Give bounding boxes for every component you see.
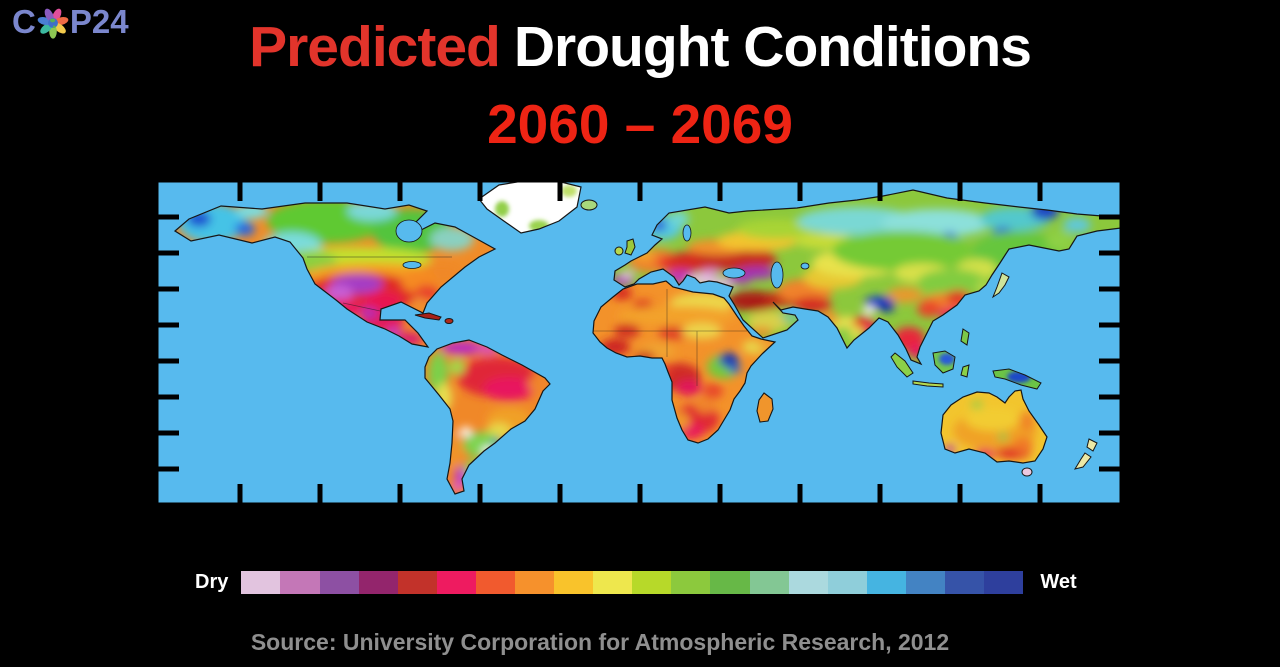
great-lakes: [402, 261, 422, 269]
legend-dry-label: Dry: [195, 570, 229, 593]
source-credit: Source: University Corporation for Atmos…: [250, 629, 950, 655]
drought-map: [157, 181, 1121, 504]
colorbar-segment: [554, 570, 594, 594]
baltic-sea: [682, 224, 692, 242]
new-zealand-south: [1073, 452, 1092, 470]
sumatra: [890, 352, 914, 378]
japan: [991, 272, 1010, 299]
title-highlight: Predicted: [249, 15, 501, 79]
colorbar-segment: [710, 570, 750, 594]
iceland: [580, 199, 598, 211]
hispaniola: [444, 318, 454, 324]
united-kingdom: [624, 238, 636, 256]
black-sea: [722, 267, 746, 279]
colorbar: [241, 570, 1024, 594]
cuba: [414, 312, 442, 321]
colorbar-segment: [866, 570, 906, 594]
colorbar-segment: [358, 570, 398, 594]
legend-wet-label: Wet: [1040, 570, 1077, 593]
colorbar-segment: [515, 570, 555, 594]
colorbar-segment: [905, 570, 946, 594]
colorbar-segment: [397, 570, 437, 594]
subtitle-years: 2060 – 2069: [487, 93, 793, 155]
tasmania: [1021, 467, 1033, 477]
hudson-bay: [395, 219, 423, 243]
borneo: [933, 351, 955, 373]
logo-letter-c: C: [12, 3, 36, 40]
colorbar-segment: [984, 570, 1024, 594]
logo-letters-p24: P24: [69, 3, 129, 40]
new-zealand-north: [1086, 438, 1098, 452]
world-drought-map-svg: [157, 181, 1121, 504]
inland-water: [395, 219, 810, 289]
colorbar-segment: [593, 570, 633, 594]
logo-globe-land: [49, 18, 56, 29]
colorbar-segment: [671, 570, 711, 594]
philippines: [960, 328, 970, 346]
colorbar-segment: [632, 570, 672, 594]
sulawesi: [960, 364, 970, 378]
colorbar-segment: [827, 570, 867, 594]
colorbar-segment: [241, 570, 281, 594]
aral-sea: [800, 262, 810, 270]
colorbar-segment: [436, 570, 476, 594]
colorbar-segment: [749, 570, 789, 594]
colorbar-segment: [788, 570, 828, 594]
colorbar-segment: [280, 570, 320, 594]
greenland-no-data: [479, 181, 581, 233]
colorbar-segment: [319, 570, 359, 594]
ireland: [614, 246, 624, 256]
islands: [414, 199, 1098, 477]
colorbar-segment: [475, 570, 516, 594]
map-ticks: [157, 181, 1121, 504]
caspian-sea: [770, 261, 784, 289]
colorbar-legend: Dry Wet: [195, 565, 1077, 599]
cop24-logo: C P24: [12, 2, 129, 42]
colorbar-segment: [945, 570, 985, 594]
cop24-flower-icon: [37, 8, 69, 39]
madagascar: [756, 392, 774, 423]
java: [912, 380, 944, 388]
page-title: Predicted Drought Conditions: [0, 15, 1280, 79]
title-rest: Drought Conditions: [513, 15, 1032, 79]
